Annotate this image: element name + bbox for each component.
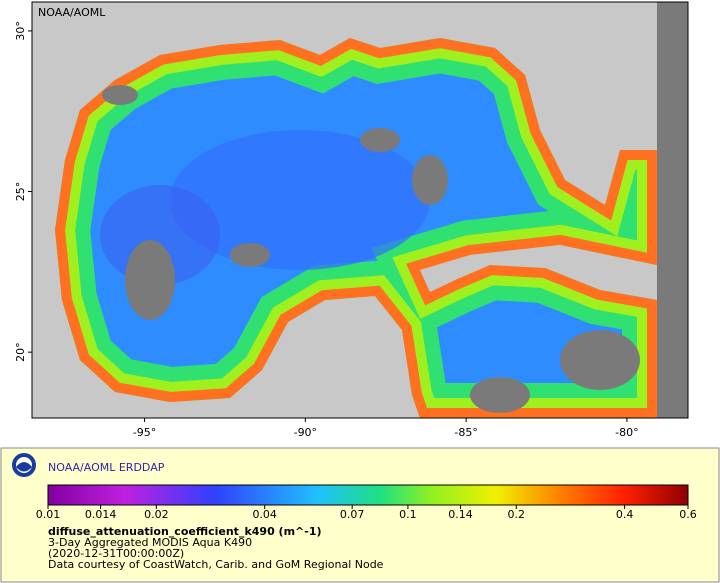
colorbar-tick-label: 0.07 — [340, 508, 365, 521]
colorbar-tick-label: 0.6 — [679, 508, 697, 521]
map-label: NOAA/AOML — [38, 6, 106, 19]
colorbar-tick-label: 0.2 — [508, 508, 526, 521]
colorbar-tick-label: 0.14 — [448, 508, 473, 521]
colorbar-tick-label: 0.4 — [616, 508, 634, 521]
info-line: Data courtesy of CoastWatch, Carib. and … — [48, 558, 384, 571]
x-tick-label: -95° — [133, 426, 156, 439]
variable-name: diffuse_attenuation_coefficient_k490 (m^… — [48, 525, 322, 538]
x-tick-label: -90° — [294, 426, 317, 439]
y-tick-label: 20° — [14, 342, 27, 362]
map — [32, 2, 688, 418]
info-line: 3-Day Aggregated MODIS Aqua K490 — [48, 536, 252, 549]
colorbar-tick-label: 0.1 — [399, 508, 417, 521]
legend-box — [0, 447, 720, 583]
info-line: (2020-12-31T00:00:00Z) — [48, 547, 184, 560]
colorbar — [47, 484, 689, 506]
y-tick-label: 25° — [14, 182, 27, 202]
y-tick-label: 30° — [14, 21, 27, 41]
colorbar-tick-label: 0.014 — [85, 508, 117, 521]
x-tick-label: -80° — [615, 426, 638, 439]
legend-title: NOAA/AOML ERDDAP — [48, 461, 165, 474]
colorbar-tick-label: 0.02 — [144, 508, 169, 521]
colorbar-tick-label: 0.01 — [36, 508, 61, 521]
noaa-logo — [12, 453, 36, 477]
colorbar-tick-label: 0.04 — [252, 508, 277, 521]
x-tick-label: -85° — [454, 426, 477, 439]
